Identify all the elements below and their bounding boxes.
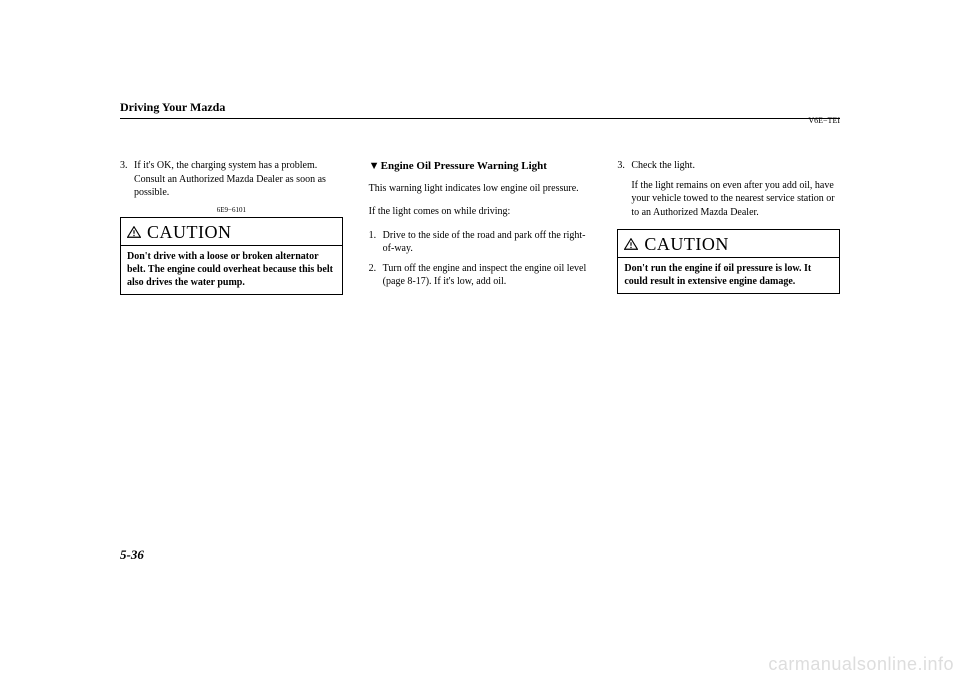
warning-triangle-icon (127, 226, 141, 238)
content-columns: 3. If it's OK, the charging system has a… (120, 159, 840, 303)
list-item: 3. Check the light. (617, 159, 840, 173)
list-number: 1. (369, 229, 383, 256)
list-number: 2. (369, 262, 383, 289)
list-text: Drive to the side of the road and park o… (383, 229, 592, 256)
caution-box: CAUTION Don't run the engine if oil pres… (617, 229, 840, 294)
caution-heading: CAUTION (121, 218, 342, 246)
list-text: If it's OK, the charging system has a pr… (134, 159, 343, 200)
caution-label: CAUTION (644, 232, 729, 256)
header-code: V6E−TEI (808, 116, 840, 125)
caution-body: Don't run the engine if oil pressure is … (618, 258, 839, 293)
caution-box: CAUTION Don't drive with a loose or brok… (120, 217, 343, 295)
list-item: 2. Turn off the engine and inspect the e… (369, 262, 592, 289)
column-3: 3. Check the light. If the light remains… (617, 159, 840, 303)
subsection-title: Engine Oil Pressure Warning Light (381, 159, 547, 174)
subsection-heading: ▼ Engine Oil Pressure Warning Light (369, 159, 592, 174)
bullet-square-icon: ▼ (369, 159, 381, 174)
caution-label: CAUTION (147, 220, 232, 244)
watermark: carmanualsonline.info (768, 654, 954, 675)
list-number: 3. (120, 159, 134, 200)
column-2: ▼ Engine Oil Pressure Warning Light This… (369, 159, 592, 303)
list-item: 3. If it's OK, the charging system has a… (120, 159, 343, 200)
diagram-code: 6E9−6101 (120, 206, 343, 215)
caution-heading: CAUTION (618, 230, 839, 258)
paragraph: If the light comes on while driving: (369, 205, 592, 219)
list-number: 3. (617, 159, 631, 173)
warning-triangle-icon (624, 238, 638, 250)
page-number: 5-36 (120, 547, 144, 563)
manual-page: Driving Your Mazda V6E−TEI 3. If it's OK… (120, 100, 840, 303)
column-1: 3. If it's OK, the charging system has a… (120, 159, 343, 303)
section-title: Driving Your Mazda (120, 100, 225, 114)
caution-body: Don't drive with a loose or broken alter… (121, 246, 342, 294)
paragraph: If the light remains on even after you a… (631, 179, 840, 220)
list-text: Turn off the engine and inspect the engi… (383, 262, 592, 289)
paragraph: This warning light indicates low engine … (369, 182, 592, 196)
page-header: Driving Your Mazda V6E−TEI (120, 100, 840, 119)
list-text: Check the light. (631, 159, 695, 173)
list-item: 1. Drive to the side of the road and par… (369, 229, 592, 256)
